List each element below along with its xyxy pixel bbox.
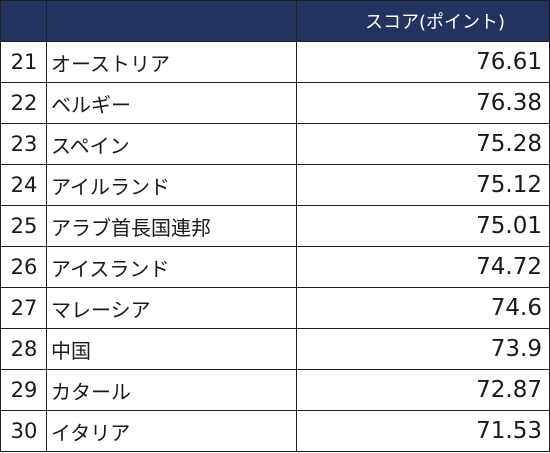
table-row: 21 オーストリア 76.61: [0, 41, 550, 83]
score-cell: 76.38: [296, 82, 550, 124]
rank-cell: 24: [0, 164, 47, 206]
rank-cell: 26: [0, 246, 47, 288]
score-cell: 72.87: [296, 369, 550, 411]
table-row: 22 ベルギー 76.38: [0, 82, 550, 124]
rank-cell: 27: [0, 287, 47, 329]
table-row: 23 スペイン 75.28: [0, 123, 550, 165]
rank-cell: 21: [0, 41, 47, 83]
score-cell: 75.01: [296, 205, 550, 247]
header-score: スコア(ポイント): [296, 0, 550, 42]
rank-cell: 25: [0, 205, 47, 247]
rank-cell: 23: [0, 123, 47, 165]
country-cell: アラブ首長国連邦: [46, 205, 297, 247]
score-cell: 71.53: [296, 410, 550, 452]
rank-cell: 30: [0, 410, 47, 452]
header-row: スコア(ポイント): [0, 0, 550, 42]
table-row: 30 イタリア 71.53: [0, 410, 550, 452]
score-cell: 74.6: [296, 287, 550, 329]
country-cell: オーストリア: [46, 41, 297, 83]
score-cell: 74.72: [296, 246, 550, 288]
country-cell: アイスランド: [46, 246, 297, 288]
table-row: 29 カタール 72.87: [0, 369, 550, 411]
country-cell: イタリア: [46, 410, 297, 452]
score-cell: 76.61: [296, 41, 550, 83]
rank-cell: 29: [0, 369, 47, 411]
country-cell: マレーシア: [46, 287, 297, 329]
rank-cell: 28: [0, 328, 47, 370]
score-cell: 75.12: [296, 164, 550, 206]
header-country: [46, 0, 297, 42]
table-row: 25 アラブ首長国連邦 75.01: [0, 205, 550, 247]
score-cell: 75.28: [296, 123, 550, 165]
country-cell: スペイン: [46, 123, 297, 165]
table-row: 24 アイルランド 75.12: [0, 164, 550, 206]
header-rank: [0, 0, 47, 42]
table-row: 26 アイスランド 74.72: [0, 246, 550, 288]
table-body: 21 オーストリア 76.61 22 ベルギー 76.38 23 スペイン 75…: [0, 41, 550, 452]
table-row: 27 マレーシア 74.6: [0, 287, 550, 329]
country-cell: ベルギー: [46, 82, 297, 124]
table-header: スコア(ポイント): [0, 0, 550, 42]
score-cell: 73.9: [296, 328, 550, 370]
country-cell: アイルランド: [46, 164, 297, 206]
table-row: 28 中国 73.9: [0, 328, 550, 370]
country-cell: 中国: [46, 328, 297, 370]
rank-cell: 22: [0, 82, 47, 124]
country-cell: カタール: [46, 369, 297, 411]
